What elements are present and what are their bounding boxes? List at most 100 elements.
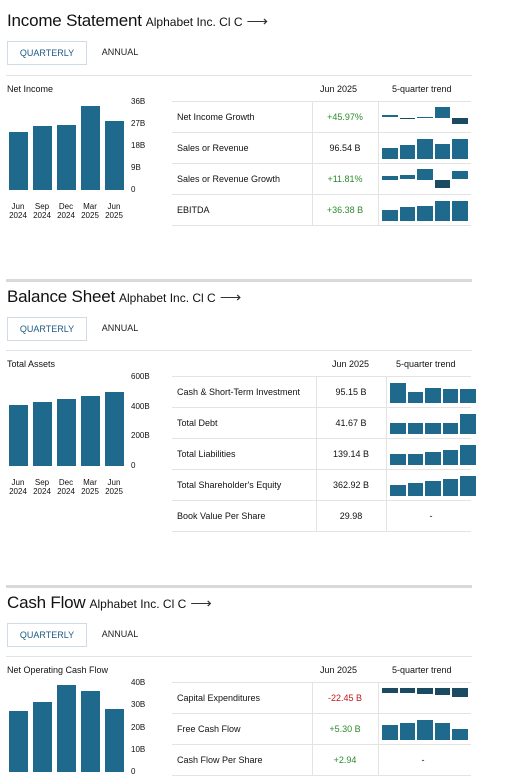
table-row[interactable]: Cash Flow Per Share +2.94 - bbox=[172, 744, 471, 775]
chart-bar[interactable] bbox=[57, 399, 76, 466]
tab-annual[interactable]: ANNUAL bbox=[101, 629, 139, 639]
trend-bar bbox=[390, 485, 406, 496]
column-divider bbox=[312, 164, 313, 194]
x-tick-year: 2024 bbox=[9, 211, 27, 220]
trend-sparkbars bbox=[382, 200, 468, 221]
trend-sparkbars bbox=[390, 444, 476, 465]
tab-annual[interactable]: ANNUAL bbox=[101, 323, 139, 333]
y-tick-label: 30B bbox=[131, 700, 146, 710]
x-tick-label: Sep 2024 bbox=[32, 202, 52, 220]
table-row[interactable]: Capital Expenditures -22.45 B bbox=[172, 682, 471, 713]
chart-bar[interactable] bbox=[9, 404, 28, 466]
trend-bar bbox=[425, 452, 441, 465]
row-label: Capital Expenditures bbox=[177, 693, 261, 703]
column-divider bbox=[312, 745, 313, 775]
tab-quarterly[interactable]: QUARTERLY bbox=[7, 317, 87, 341]
table-row[interactable]: Net Income Growth +45.97% bbox=[172, 101, 471, 132]
y-tick-label: 0 bbox=[131, 461, 136, 470]
table-row[interactable]: Sales or Revenue 96.54 B bbox=[172, 132, 471, 163]
y-tick-label: 200B bbox=[131, 431, 150, 441]
tab-annual[interactable]: ANNUAL bbox=[101, 47, 139, 57]
chart-bar[interactable] bbox=[9, 132, 28, 190]
chart-bar[interactable] bbox=[9, 710, 28, 772]
section-header[interactable]: Income Statement Alphabet Inc. Cl C ⟶ bbox=[7, 11, 268, 31]
arrow-right-icon[interactable]: ⟶ bbox=[219, 289, 242, 306]
table-row[interactable]: Sales or Revenue Growth +11.81% bbox=[172, 163, 471, 194]
trend-bar bbox=[460, 476, 476, 496]
table-row[interactable]: Cash & Short-Term Investment 95.15 B bbox=[172, 376, 476, 407]
chart-bar[interactable] bbox=[105, 708, 124, 772]
x-tick-label: Jun 2024 bbox=[8, 478, 28, 496]
trend-bar bbox=[417, 116, 433, 118]
chart-label: Total Assets bbox=[7, 359, 56, 369]
trend-sparkbars bbox=[382, 688, 468, 709]
chart-bar[interactable] bbox=[105, 121, 124, 190]
arrow-right-icon[interactable]: ⟶ bbox=[190, 595, 212, 612]
y-tick-label: 600B bbox=[131, 372, 150, 381]
chart-bar[interactable] bbox=[33, 701, 52, 772]
tab-quarterly[interactable]: QUARTERLY bbox=[7, 41, 87, 65]
section-top-border bbox=[6, 279, 472, 282]
table-row[interactable]: Free Cash Flow +5.30 B bbox=[172, 713, 471, 744]
x-tick-label: Dec 2024 bbox=[56, 478, 76, 496]
chart-bar[interactable] bbox=[81, 691, 100, 772]
x-tick-month: Jun bbox=[107, 478, 121, 487]
table-row[interactable]: EBITDA +36.38 B bbox=[172, 194, 471, 225]
trend-bar bbox=[417, 169, 433, 180]
x-tick-label: Mar 2025 bbox=[80, 478, 100, 496]
section-title[interactable]: Income Statement bbox=[7, 11, 142, 30]
trend-bar bbox=[425, 388, 441, 403]
chart-bar[interactable] bbox=[33, 402, 52, 466]
column-divider bbox=[386, 408, 387, 438]
y-tick-label: 10B bbox=[131, 744, 146, 754]
trend-bar bbox=[382, 148, 398, 159]
section-title[interactable]: Balance Sheet bbox=[7, 287, 115, 306]
trend-bar bbox=[390, 423, 406, 434]
x-tick-year: 2025 bbox=[81, 211, 99, 220]
section-title[interactable]: Cash Flow bbox=[7, 593, 86, 612]
trend-sparkbars bbox=[382, 719, 468, 740]
trend-bar bbox=[399, 688, 416, 694]
column-trend: 5-quarter trend bbox=[392, 665, 452, 675]
table-bottom-border bbox=[172, 225, 471, 226]
column-divider bbox=[386, 439, 387, 469]
column-divider bbox=[316, 377, 317, 407]
tab-quarterly[interactable]: QUARTERLY bbox=[7, 623, 87, 647]
table-row[interactable]: Total Liabilities 139.14 B bbox=[172, 438, 476, 469]
trend-empty: - bbox=[429, 511, 433, 521]
trend-bar bbox=[390, 383, 406, 403]
table-row[interactable]: Total Debt 41.67 B bbox=[172, 407, 476, 438]
x-tick-month: Jun bbox=[11, 478, 25, 487]
row-label: Net Income Growth bbox=[177, 112, 255, 122]
x-tick-label: Jun 2024 bbox=[8, 202, 28, 220]
chart-bar[interactable] bbox=[81, 395, 100, 466]
trend-bar bbox=[460, 445, 476, 465]
income-statement-section: Income Statement Alphabet Inc. Cl C ⟶ QUAR… bbox=[0, 0, 518, 275]
chart-bar[interactable] bbox=[57, 684, 76, 772]
trend-bar bbox=[452, 117, 468, 124]
x-tick-label: Mar 2025 bbox=[80, 202, 100, 220]
row-label: Cash & Short-Term Investment bbox=[177, 387, 301, 397]
section-header[interactable]: Balance Sheet Alphabet Inc. Cl C ⟶ bbox=[7, 287, 241, 307]
column-divider bbox=[386, 501, 387, 531]
trend-sparkbars bbox=[390, 413, 476, 434]
section-header[interactable]: Cash Flow Alphabet Inc. Cl C ⟶ bbox=[7, 593, 212, 613]
chart-bar[interactable] bbox=[33, 125, 52, 190]
trend-sparkbars bbox=[382, 169, 468, 190]
arrow-right-icon[interactable]: ⟶ bbox=[246, 13, 268, 30]
table-row[interactable]: Book Value Per Share 29.98 - bbox=[172, 500, 471, 531]
x-tick-month: Mar bbox=[83, 478, 97, 487]
chart-bar[interactable] bbox=[105, 391, 124, 466]
column-divider bbox=[378, 164, 379, 194]
chart-bar[interactable] bbox=[57, 125, 76, 190]
x-tick-month: Jun bbox=[107, 202, 121, 211]
row-value: 139.14 B bbox=[332, 449, 370, 459]
x-tick-label: Sep 2024 bbox=[32, 478, 52, 496]
trend-bar bbox=[460, 389, 476, 403]
trend-sparkbars bbox=[390, 475, 476, 496]
row-label: Cash Flow Per Share bbox=[177, 755, 263, 765]
chart-bar[interactable] bbox=[81, 105, 100, 190]
table-row[interactable]: Total Shareholder's Equity 362.92 B bbox=[172, 469, 476, 500]
x-tick-year: 2024 bbox=[57, 487, 75, 496]
